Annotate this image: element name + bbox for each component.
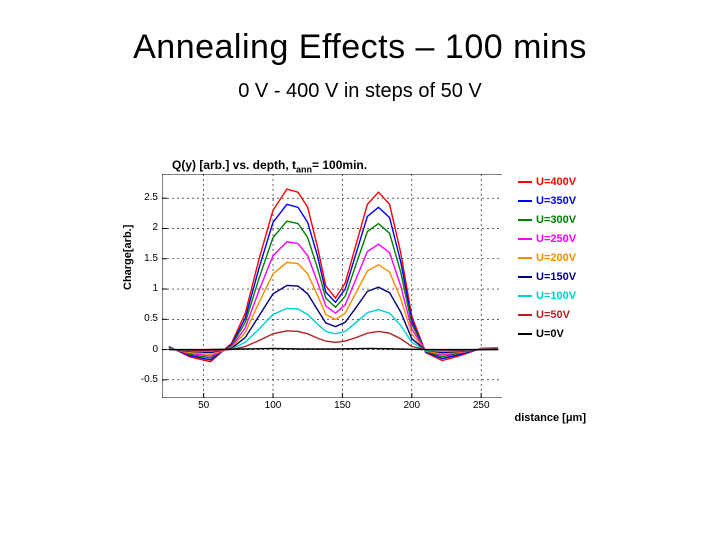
legend-color-mark	[518, 181, 532, 183]
y-tick-label: 0.5	[134, 313, 158, 324]
y-tick-label: 1.5	[134, 253, 158, 264]
legend-label: U=300V	[536, 214, 576, 226]
y-tick-label: 1	[134, 283, 158, 294]
legend-item: U=200V	[518, 252, 596, 264]
legend-label: U=0V	[536, 328, 564, 340]
legend-label: U=250V	[536, 233, 576, 245]
legend-color-mark	[518, 200, 532, 202]
y-axis-label: Charge[arb.]	[122, 225, 134, 290]
y-tick-label: 2.5	[134, 192, 158, 203]
legend-label: U=150V	[536, 271, 576, 283]
legend-color-mark	[518, 257, 532, 259]
legend-color-mark	[518, 238, 532, 240]
x-tick-label: 100	[261, 400, 285, 411]
slide-title: Annealing Effects – 100 mins	[0, 28, 720, 67]
legend-color-mark	[518, 219, 532, 221]
legend-label: U=50V	[536, 309, 570, 321]
y-tick-label: 0	[134, 344, 158, 355]
y-tick-label: 2	[134, 222, 158, 233]
x-tick-label: 150	[330, 400, 354, 411]
legend-item: U=250V	[518, 233, 596, 245]
chart-title: Q(y) [arb.] vs. depth, tann= 100min.	[172, 158, 367, 174]
slide-subtitle: 0 V - 400 V in steps of 50 V	[0, 80, 720, 103]
legend-label: U=200V	[536, 252, 576, 264]
legend-item: U=300V	[518, 214, 596, 226]
legend-item: U=50V	[518, 309, 596, 321]
x-tick-label: 50	[192, 400, 216, 411]
x-tick-label: 250	[469, 400, 493, 411]
legend-label: U=400V	[536, 176, 576, 188]
x-axis-label: distance [μm]	[514, 412, 586, 424]
legend-color-mark	[518, 314, 532, 316]
y-tick-label: -0.5	[134, 374, 158, 385]
legend-color-mark	[518, 333, 532, 335]
chart: Q(y) [arb.] vs. depth, tann= 100min. Cha…	[130, 160, 590, 420]
legend-label: U=100V	[536, 290, 576, 302]
legend-color-mark	[518, 295, 532, 297]
legend-item: U=150V	[518, 271, 596, 283]
legend-label: U=350V	[536, 195, 576, 207]
legend-color-mark	[518, 276, 532, 278]
legend-item: U=400V	[518, 176, 596, 188]
legend: U=400V U=350V U=300V U=250V U=200V U=150V U=10…	[518, 176, 596, 347]
x-tick-label: 200	[400, 400, 424, 411]
legend-item: U=100V	[518, 290, 596, 302]
slide: Annealing Effects – 100 mins 0 V - 400 V…	[0, 0, 720, 540]
legend-item: U=0V	[518, 328, 596, 340]
legend-item: U=350V	[518, 195, 596, 207]
plot-area	[162, 174, 502, 398]
